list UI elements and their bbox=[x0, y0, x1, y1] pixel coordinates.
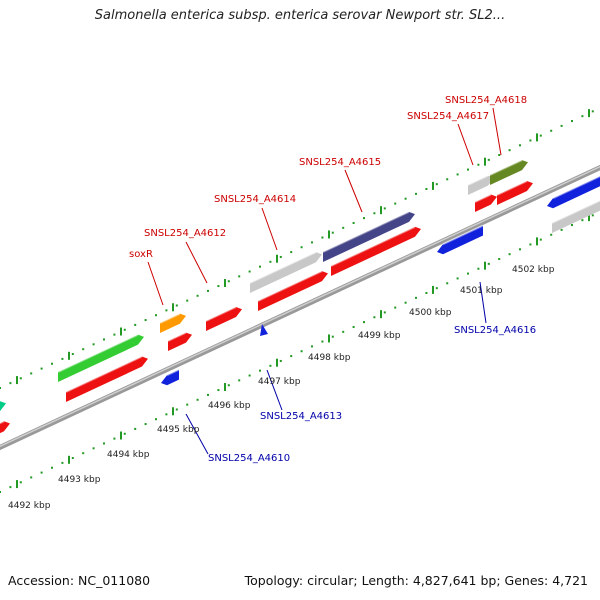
cds-2-highlight bbox=[167, 331, 187, 342]
tick-label: 4495 kbp bbox=[157, 425, 200, 435]
cds-3-body bbox=[206, 306, 242, 331]
cds-3-highlight bbox=[205, 306, 237, 322]
gray-feature-2-body bbox=[468, 175, 494, 195]
purple-feature bbox=[322, 210, 415, 262]
green-feature bbox=[57, 333, 144, 382]
reverse-marker bbox=[260, 324, 268, 336]
reverse-gene-1-highlight bbox=[166, 368, 180, 377]
cds-4 bbox=[257, 270, 328, 311]
inner-tick-track bbox=[0, 213, 594, 493]
orange-feature-highlight bbox=[159, 312, 181, 324]
gene-label-a4618-leader bbox=[492, 107, 502, 156]
gene-label-a4617-leader bbox=[457, 123, 474, 166]
green-feature-body bbox=[58, 334, 144, 382]
cds-edge bbox=[0, 420, 10, 434]
orange-feature bbox=[159, 312, 186, 333]
teal-feature bbox=[0, 401, 6, 412]
cds-7-body bbox=[497, 180, 533, 205]
tick-label: 4499 kbp bbox=[358, 331, 401, 341]
gray-feature-3-body bbox=[552, 200, 600, 233]
tick-label: 4496 kbp bbox=[208, 401, 251, 411]
olive-feature-highlight bbox=[489, 159, 523, 176]
gray-feature-1 bbox=[249, 251, 322, 293]
gene-label-a4616-leader bbox=[479, 281, 487, 324]
cds-6-body bbox=[475, 194, 497, 212]
gene-label-a4615: SNSL254_A4615 bbox=[299, 157, 381, 168]
cds-4-body bbox=[258, 271, 328, 311]
tick-label: 4497 kbp bbox=[258, 377, 301, 387]
backbone-line bbox=[0, 164, 600, 451]
reverse-gene-2-highlight bbox=[442, 224, 484, 246]
tick-label: 4501 kbp bbox=[460, 286, 503, 296]
cds-6-highlight bbox=[474, 193, 492, 203]
gene-label-a4612-leader bbox=[185, 241, 208, 284]
gene-label-a4610-leader bbox=[185, 413, 209, 455]
cds-7-highlight bbox=[496, 180, 528, 196]
olive-feature-body bbox=[490, 160, 528, 185]
tick-label: 4498 kbp bbox=[308, 353, 351, 363]
olive-feature bbox=[489, 159, 528, 185]
reverse-gene-1 bbox=[161, 368, 180, 386]
map-title: Salmonella enterica subsp. enterica sero… bbox=[94, 8, 506, 23]
gray-feature-3-highlight bbox=[551, 199, 600, 224]
gray-feature-1-highlight bbox=[249, 251, 317, 284]
reverse-gene-2 bbox=[437, 224, 484, 255]
reverse-gene-3 bbox=[547, 175, 600, 209]
gene-label-soxR: soxR bbox=[129, 249, 153, 260]
outer-tick-track bbox=[0, 109, 594, 389]
tick-label: 4494 kbp bbox=[107, 450, 150, 460]
gene-label-soxR-leader bbox=[147, 261, 164, 306]
gene-label-a4612: SNSL254_A4612 bbox=[144, 228, 226, 239]
tick-label: 4493 kbp bbox=[58, 475, 101, 485]
cds-edge-highlight bbox=[0, 420, 5, 425]
gray-feature-2 bbox=[467, 174, 494, 195]
cds-2-body bbox=[168, 332, 192, 351]
cds-6 bbox=[474, 193, 497, 212]
genome-summary: Topology: circular; Length: 4,827,641 bp… bbox=[244, 573, 588, 588]
cds-1 bbox=[65, 355, 148, 402]
genome-backbone bbox=[0, 164, 600, 451]
reverse-gene-1-body bbox=[161, 369, 179, 386]
gene-features bbox=[0, 159, 600, 434]
gray-feature-1-body bbox=[250, 252, 322, 293]
gene-label-a4614: SNSL254_A4614 bbox=[214, 194, 296, 205]
map-labels: 4492 kbp 4493 kbp 4494 kbp 4495 kbp 4496 kbp… bbox=[8, 95, 555, 511]
purple-feature-highlight bbox=[322, 210, 410, 253]
tick-label: 4500 kbp bbox=[409, 308, 452, 318]
gene-label-a4617: SNSL254_A4617 bbox=[407, 111, 489, 122]
cds-5 bbox=[330, 225, 421, 276]
gene-label-a4610: SNSL254_A4610 bbox=[208, 453, 290, 464]
tick-label: 4492 kbp bbox=[8, 501, 51, 511]
orange-feature-body bbox=[160, 313, 186, 333]
gene-label-a4614-leader bbox=[261, 207, 278, 251]
gene-label-a4616: SNSL254_A4616 bbox=[454, 325, 536, 336]
cds-1-body bbox=[66, 356, 148, 402]
cds-5-highlight bbox=[330, 225, 416, 267]
gene-label-a4613: SNSL254_A4613 bbox=[260, 411, 342, 422]
reverse-gene-3-body bbox=[547, 176, 600, 209]
cds-5-body bbox=[331, 226, 421, 276]
tick-tracks bbox=[0, 109, 594, 493]
cds-1-highlight bbox=[65, 355, 143, 393]
gene-label-a4618: SNSL254_A4618 bbox=[445, 95, 527, 106]
cds-7 bbox=[496, 180, 533, 205]
reverse-gene-2-body bbox=[437, 225, 483, 255]
cds-3 bbox=[205, 306, 242, 331]
cds-4-highlight bbox=[257, 270, 323, 302]
teal-feature-body bbox=[0, 401, 6, 412]
purple-feature-body bbox=[323, 211, 415, 262]
gene-label-a4613-leader bbox=[266, 369, 283, 411]
accession-info: Accession: NC_011080 bbox=[8, 573, 151, 588]
cds-2 bbox=[167, 331, 192, 351]
tick-label: 4502 kbp bbox=[512, 265, 555, 275]
reverse-gene-3-highlight bbox=[552, 175, 600, 200]
cds-edge-body bbox=[0, 421, 10, 434]
label-leaders bbox=[147, 107, 502, 455]
gray-feature-3 bbox=[551, 199, 600, 233]
gray-feature-2-highlight bbox=[467, 174, 489, 186]
backbone-highlight bbox=[0, 165, 600, 448]
gene-label-a4615-leader bbox=[344, 169, 363, 213]
green-feature-highlight bbox=[57, 333, 139, 373]
